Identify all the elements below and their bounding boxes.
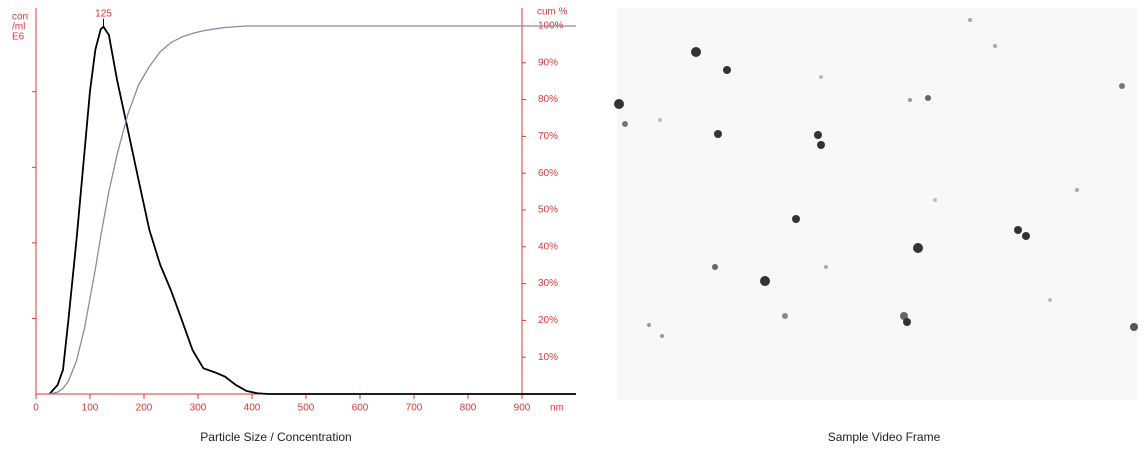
y2-tick-label: 20%	[538, 315, 558, 326]
y2-tick-label: 90%	[538, 57, 558, 68]
y-axis-label: con	[12, 12, 28, 23]
y2-tick-label: 30%	[538, 278, 558, 289]
x-tick-label: 200	[136, 403, 153, 414]
y2-tick-label: 50%	[538, 205, 558, 216]
image-caption: Sample Video Frame	[828, 430, 941, 444]
x-tick-label: 700	[406, 403, 423, 414]
x-tick-label: 100	[82, 403, 99, 414]
chart-title: Particle Size / Concentration	[200, 430, 351, 444]
x-tick-label: 500	[298, 403, 315, 414]
x-tick-label: 400	[244, 403, 261, 414]
y-axis-label: E6	[12, 32, 25, 43]
x-tick-label: 800	[460, 403, 477, 414]
y-axis-label: /ml	[12, 22, 25, 33]
x-tick-label: 600	[352, 403, 369, 414]
series-line	[48, 25, 576, 395]
particles	[614, 18, 1138, 338]
annotation: 125	[95, 8, 112, 19]
y2-tick-label: 70%	[538, 131, 558, 142]
y2-tick-label: 80%	[538, 94, 558, 105]
video-frame: Sample Video Frame	[614, 8, 1138, 444]
y2-axis-label: cum %	[537, 7, 568, 18]
x-axis-label: nm	[550, 403, 564, 414]
y2-tick-label: 40%	[538, 241, 558, 252]
y2-tick-label: 60%	[538, 168, 558, 179]
frame-background	[617, 8, 1137, 400]
x-tick-label: 300	[190, 403, 207, 414]
x-tick-label: 0	[33, 403, 39, 414]
x-tick-label: 900	[514, 403, 531, 414]
series-line	[49, 25, 576, 395]
y2-tick-label: 10%	[538, 352, 558, 363]
